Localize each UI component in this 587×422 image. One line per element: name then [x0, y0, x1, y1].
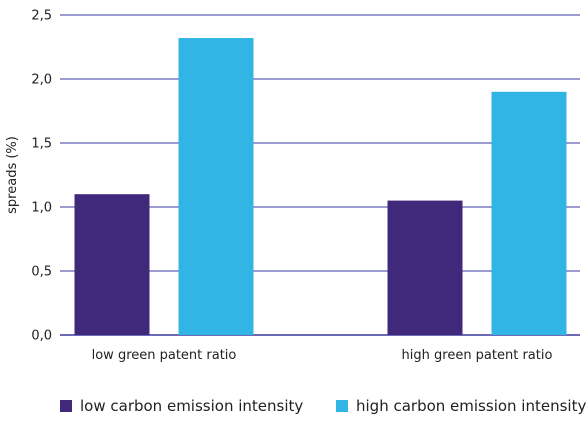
x-category-label: low green patent ratio: [92, 348, 237, 363]
bar-low-carbon-low-patent: [74, 194, 150, 335]
x-category-label: high green patent ratio: [402, 348, 553, 363]
y-axis-ticks: 0,0 0,5 1,0 1,5 2,0 2,5: [31, 9, 52, 344]
y-tick-label: 2,5: [31, 9, 52, 24]
y-tick-label: 0,5: [31, 265, 52, 280]
y-tick-label: 1,5: [31, 137, 52, 152]
bar-high-carbon-high-patent: [491, 91, 567, 335]
bar-high-carbon-low-patent: [178, 38, 254, 335]
legend-swatch-high-carbon: [336, 400, 348, 412]
legend-label-low-carbon: low carbon emission intensity: [80, 397, 304, 415]
legend-swatch-low-carbon: [60, 400, 72, 412]
y-tick-label: 2,0: [31, 73, 52, 88]
bars: [74, 38, 567, 335]
legend: low carbon emission intensity high carbo…: [0, 397, 587, 417]
legend-item-low-carbon: low carbon emission intensity: [60, 397, 303, 415]
y-tick-label: 0,0: [31, 329, 52, 344]
legend-item-high-carbon: high carbon emission intensity: [336, 397, 586, 415]
y-axis-label: spreads (%): [5, 136, 20, 214]
legend-label-high-carbon: high carbon emission intensity: [356, 397, 587, 415]
x-axis-categories: low green patent ratio high green patent …: [92, 348, 553, 363]
bar-low-carbon-high-patent: [387, 200, 463, 335]
y-tick-label: 1,0: [31, 201, 52, 216]
